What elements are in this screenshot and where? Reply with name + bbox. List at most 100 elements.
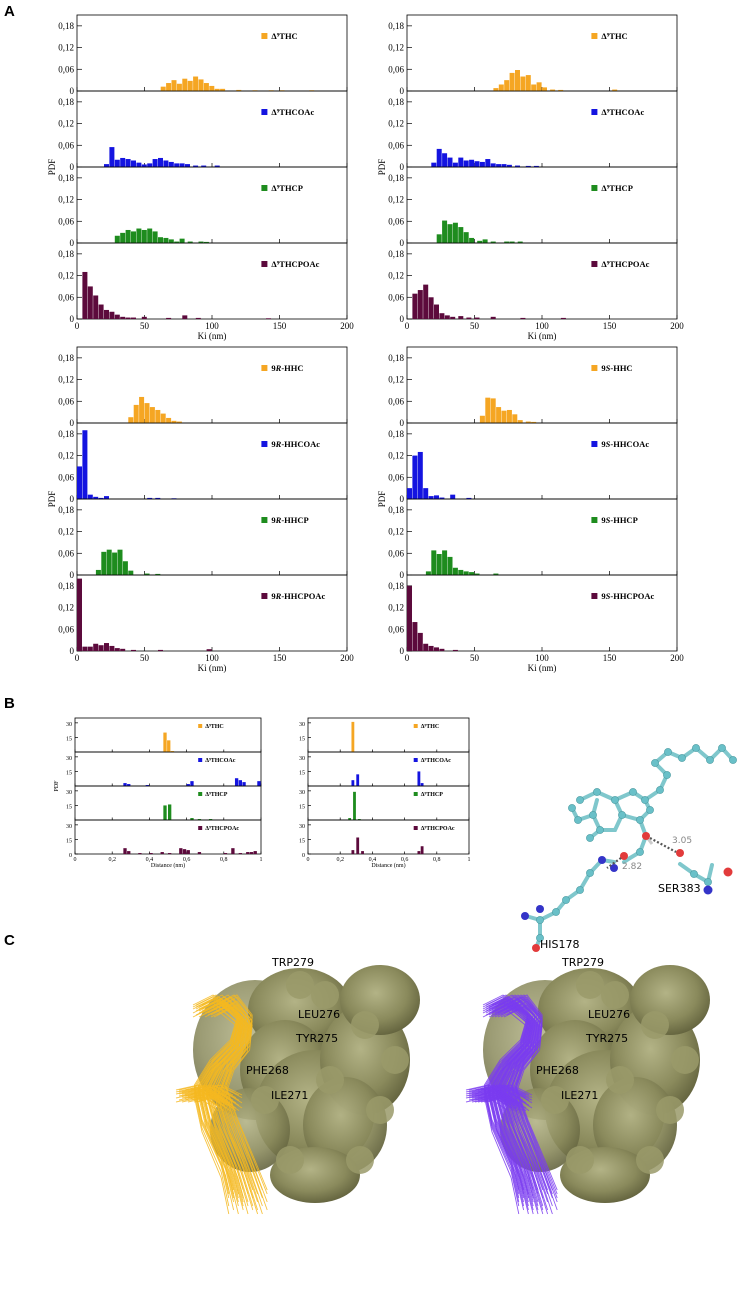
bar bbox=[434, 647, 439, 651]
bar bbox=[190, 781, 194, 786]
bar bbox=[186, 850, 190, 854]
bar bbox=[531, 84, 537, 91]
subplot-frame bbox=[406, 574, 678, 652]
bar bbox=[203, 241, 209, 243]
x-tick-label: 50 bbox=[470, 653, 480, 663]
y-tick-label: 0,06 bbox=[388, 64, 404, 74]
x-tick-label: 0 bbox=[75, 653, 80, 663]
y-tick-label: 0,06 bbox=[388, 624, 404, 634]
y-axis-label: PDF bbox=[47, 159, 57, 176]
bar bbox=[466, 497, 472, 499]
bar bbox=[463, 571, 469, 575]
bar bbox=[114, 314, 120, 319]
legend-label: Δ⁹THCP bbox=[601, 183, 633, 193]
subplot-frame bbox=[76, 90, 348, 168]
bar bbox=[407, 488, 412, 499]
bar bbox=[525, 165, 531, 167]
y-tick-label: 0,06 bbox=[58, 472, 74, 482]
bar bbox=[428, 297, 434, 319]
residue-label-phe268-left: PHE268 bbox=[246, 1064, 289, 1077]
bar bbox=[214, 88, 220, 91]
x-tick-label: 0,2 bbox=[336, 857, 344, 863]
bar bbox=[485, 397, 491, 423]
y-tick-label: 0,06 bbox=[58, 396, 74, 406]
bar bbox=[506, 164, 512, 167]
legend-swatch bbox=[261, 185, 268, 191]
bar bbox=[114, 159, 120, 167]
y-tick-label: 0,18 bbox=[388, 97, 404, 107]
bar bbox=[493, 573, 499, 575]
bar bbox=[104, 643, 109, 651]
bar bbox=[155, 573, 161, 575]
y-tick-label: 30 bbox=[66, 722, 72, 728]
bar bbox=[197, 852, 202, 854]
bar bbox=[423, 284, 429, 319]
bar bbox=[158, 157, 163, 167]
bar bbox=[147, 497, 153, 499]
bar bbox=[490, 163, 496, 167]
bar bbox=[236, 89, 242, 91]
bar bbox=[479, 415, 485, 423]
bar bbox=[434, 495, 439, 499]
legend-label: Δ⁹THC bbox=[205, 724, 224, 730]
bar bbox=[122, 561, 128, 575]
bar bbox=[361, 851, 364, 854]
x-tick-label: 200 bbox=[340, 321, 354, 331]
bar bbox=[417, 290, 423, 319]
bar bbox=[158, 237, 163, 243]
y-tick-label: 15 bbox=[299, 804, 305, 810]
bar bbox=[141, 164, 147, 167]
bar bbox=[179, 163, 185, 167]
legend-swatch bbox=[261, 33, 268, 39]
bar bbox=[186, 784, 190, 786]
y-tick-label: 0,06 bbox=[58, 548, 74, 558]
subplot-frame bbox=[406, 242, 678, 320]
chart-A-bottom-right: 0 0,06 0,12 0,18 9S-HHC 0 0,06 0,12 0,18 9S-HHCOA… bbox=[377, 346, 684, 673]
bar bbox=[493, 88, 499, 91]
bar bbox=[517, 420, 523, 423]
bar bbox=[198, 241, 204, 243]
bar bbox=[407, 585, 412, 651]
y-tick-label: 0,06 bbox=[58, 216, 74, 226]
bar bbox=[444, 315, 450, 319]
bar bbox=[509, 241, 515, 243]
bar bbox=[512, 414, 518, 423]
bar bbox=[133, 404, 139, 423]
y-axis-label: PDF bbox=[54, 780, 60, 792]
bar bbox=[131, 649, 136, 651]
bar bbox=[163, 160, 169, 167]
bar bbox=[163, 237, 169, 243]
x-tick-label: 100 bbox=[535, 653, 549, 663]
legend-swatch bbox=[413, 826, 418, 830]
legend-label: Δ⁹THCPOAc bbox=[601, 259, 649, 269]
y-tick-label: 0 bbox=[400, 646, 405, 656]
x-axis-label: Ki (nm) bbox=[528, 331, 557, 341]
bar bbox=[152, 159, 158, 167]
legend-label: Δ⁹THCOAc bbox=[205, 758, 236, 764]
bar bbox=[560, 317, 566, 319]
bar bbox=[195, 317, 201, 319]
x-tick-label: 0 bbox=[75, 321, 80, 331]
bar bbox=[452, 567, 458, 575]
bar bbox=[231, 848, 235, 854]
y-tick-label: 0 bbox=[69, 853, 72, 859]
bar bbox=[351, 780, 355, 786]
residue-label-trp279-left: TRP279 bbox=[272, 956, 314, 969]
x-tick-label: 100 bbox=[205, 321, 219, 331]
bar bbox=[98, 645, 104, 651]
y-tick-label: 0 bbox=[70, 570, 75, 580]
residue-label-tyr275-right: TYR275 bbox=[586, 1032, 629, 1045]
x-axis-label: Ki (nm) bbox=[528, 663, 557, 673]
bar bbox=[536, 82, 542, 91]
y-tick-label: 0,12 bbox=[58, 195, 74, 205]
bar bbox=[145, 785, 149, 786]
subplot-frame bbox=[76, 346, 348, 424]
bar bbox=[423, 488, 429, 499]
x-tick-label: 100 bbox=[205, 653, 219, 663]
bar bbox=[166, 83, 172, 91]
bar bbox=[171, 80, 177, 91]
legend-swatch bbox=[413, 724, 418, 728]
bar bbox=[112, 552, 118, 575]
x-tick-label: 200 bbox=[340, 653, 354, 663]
y-tick-label: 0,18 bbox=[58, 353, 74, 363]
